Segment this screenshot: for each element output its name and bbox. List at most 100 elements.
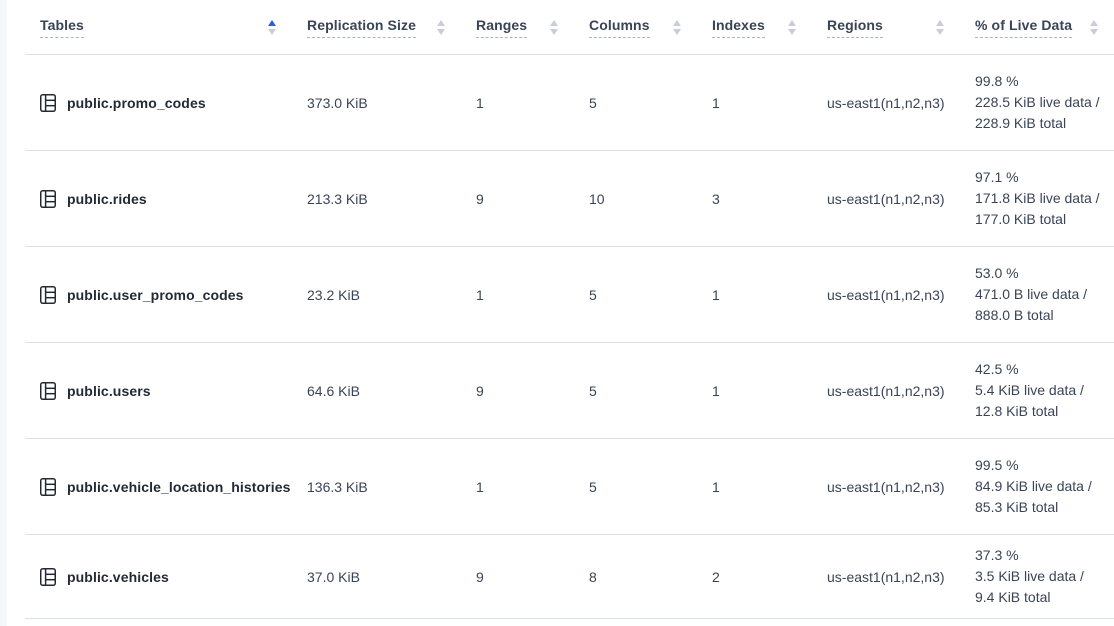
sort-desc-icon (1090, 28, 1098, 35)
replication-size-cell: 37.0 KiB (307, 568, 360, 585)
table-icon (40, 93, 56, 112)
regions-cell: us-east1(n1,n2,n3) (827, 478, 945, 495)
sort-icon[interactable] (256, 19, 276, 35)
column-header-tables-label: Tables (40, 17, 84, 38)
column-header-indexes[interactable]: Indexes (697, 0, 812, 54)
indexes-cell: 3 (712, 190, 720, 207)
column-header-live-data[interactable]: % of Live Data (960, 0, 1114, 54)
columns-cell: 5 (589, 478, 597, 495)
table-row[interactable]: public.user_promo_codes 23.2 KiB 1 5 1 u… (25, 247, 1114, 343)
table-row[interactable]: public.promo_codes 373.0 KiB 1 5 1 us-ea… (25, 55, 1114, 151)
replication-size-cell: 213.3 KiB (307, 190, 368, 207)
table-body: public.promo_codes 373.0 KiB 1 5 1 us-ea… (25, 55, 1114, 619)
regions-cell: us-east1(n1,n2,n3) (827, 94, 945, 111)
sort-asc-icon (437, 19, 445, 26)
column-header-tables[interactable]: Tables (25, 0, 292, 54)
table-name-link[interactable]: public.promo_codes (67, 94, 206, 111)
column-header-indexes-label: Indexes (712, 17, 765, 38)
table-icon (40, 285, 56, 304)
sort-desc-icon (673, 28, 681, 35)
column-header-ranges[interactable]: Ranges (461, 0, 574, 54)
column-header-regions[interactable]: Regions (812, 0, 960, 54)
sort-icon[interactable] (776, 19, 796, 35)
live-data-percent: 99.5 % (975, 457, 1019, 473)
sort-desc-icon (268, 28, 276, 35)
columns-cell: 8 (589, 568, 597, 585)
total-data-amount: 85.3 KiB total (975, 499, 1059, 515)
column-header-ranges-label: Ranges (476, 17, 528, 38)
table-name-cell: public.rides (25, 189, 292, 208)
column-header-columns-label: Columns (589, 17, 650, 38)
column-header-replication-size[interactable]: Replication Size (292, 0, 461, 54)
ranges-cell: 9 (476, 190, 484, 207)
column-header-live-data-label: % of Live Data (975, 17, 1073, 38)
sort-asc-icon (1090, 19, 1098, 26)
table-icon (40, 381, 56, 400)
columns-cell: 5 (589, 94, 597, 111)
live-data-amount: 84.9 KiB live data / (975, 478, 1092, 494)
live-data-cell: 53.0 % 471.0 B live data / 888.0 B total (960, 263, 1114, 326)
sort-asc-icon (268, 19, 276, 26)
columns-cell: 5 (589, 382, 597, 399)
live-data-amount: 228.5 KiB live data / (975, 94, 1100, 110)
sort-icon[interactable] (924, 19, 944, 35)
sort-icon[interactable] (1078, 19, 1098, 35)
database-tables-table: Tables Replication Size Ranges (25, 0, 1114, 619)
page-left-gutter (0, 0, 7, 626)
table-name-link[interactable]: public.vehicle_location_histories (67, 478, 291, 495)
sort-icon[interactable] (538, 19, 558, 35)
ranges-cell: 9 (476, 382, 484, 399)
table-name-link[interactable]: public.users (67, 382, 151, 399)
regions-cell: us-east1(n1,n2,n3) (827, 286, 945, 303)
table-row[interactable]: public.rides 213.3 KiB 9 10 3 us-east1(n… (25, 151, 1114, 247)
table-header-row: Tables Replication Size Ranges (25, 0, 1114, 55)
columns-cell: 10 (589, 190, 605, 207)
live-data-percent: 99.8 % (975, 73, 1019, 89)
live-data-amount: 171.8 KiB live data / (975, 190, 1100, 206)
sort-asc-icon (788, 19, 796, 26)
live-data-percent: 42.5 % (975, 361, 1019, 377)
total-data-amount: 228.9 KiB total (975, 115, 1067, 131)
table-name-cell: public.promo_codes (25, 93, 292, 112)
column-header-regions-label: Regions (827, 17, 883, 38)
indexes-cell: 2 (712, 568, 720, 585)
ranges-cell: 1 (476, 478, 484, 495)
table-icon (40, 189, 56, 208)
table-name-link[interactable]: public.user_promo_codes (67, 286, 244, 303)
live-data-percent: 37.3 % (975, 547, 1019, 563)
table-name-cell: public.vehicle_location_histories (25, 477, 292, 496)
replication-size-cell: 64.6 KiB (307, 382, 360, 399)
table-name-link[interactable]: public.rides (67, 190, 147, 207)
column-header-columns[interactable]: Columns (574, 0, 697, 54)
live-data-cell: 97.1 % 171.8 KiB live data / 177.0 KiB t… (960, 167, 1114, 230)
regions-cell: us-east1(n1,n2,n3) (827, 568, 945, 585)
replication-size-cell: 373.0 KiB (307, 94, 368, 111)
regions-cell: us-east1(n1,n2,n3) (827, 382, 945, 399)
sort-icon[interactable] (661, 19, 681, 35)
tables-list-content: Tables Replication Size Ranges (7, 0, 1114, 626)
total-data-amount: 12.8 KiB total (975, 403, 1059, 419)
table-icon (40, 477, 56, 496)
column-header-replication-size-label: Replication Size (307, 17, 416, 38)
total-data-amount: 888.0 B total (975, 307, 1054, 323)
live-data-cell: 42.5 % 5.4 KiB live data / 12.8 KiB tota… (960, 359, 1114, 422)
table-row[interactable]: public.users 64.6 KiB 9 5 1 us-east1(n1,… (25, 343, 1114, 439)
sort-asc-icon (936, 19, 944, 26)
total-data-amount: 177.0 KiB total (975, 211, 1067, 227)
indexes-cell: 1 (712, 286, 720, 303)
table-name-link[interactable]: public.vehicles (67, 568, 169, 585)
table-row[interactable]: public.vehicle_location_histories 136.3 … (25, 439, 1114, 535)
sort-desc-icon (437, 28, 445, 35)
sort-desc-icon (936, 28, 944, 35)
live-data-amount: 471.0 B live data / (975, 286, 1088, 302)
regions-cell: us-east1(n1,n2,n3) (827, 190, 945, 207)
sort-asc-icon (673, 19, 681, 26)
table-icon (40, 567, 56, 586)
table-row[interactable]: public.vehicles 37.0 KiB 9 8 2 us-east1(… (25, 535, 1114, 619)
table-name-cell: public.user_promo_codes (25, 285, 292, 304)
live-data-cell: 99.5 % 84.9 KiB live data / 85.3 KiB tot… (960, 455, 1114, 518)
live-data-amount: 5.4 KiB live data / (975, 382, 1084, 398)
sort-icon[interactable] (425, 19, 445, 35)
sort-desc-icon (788, 28, 796, 35)
